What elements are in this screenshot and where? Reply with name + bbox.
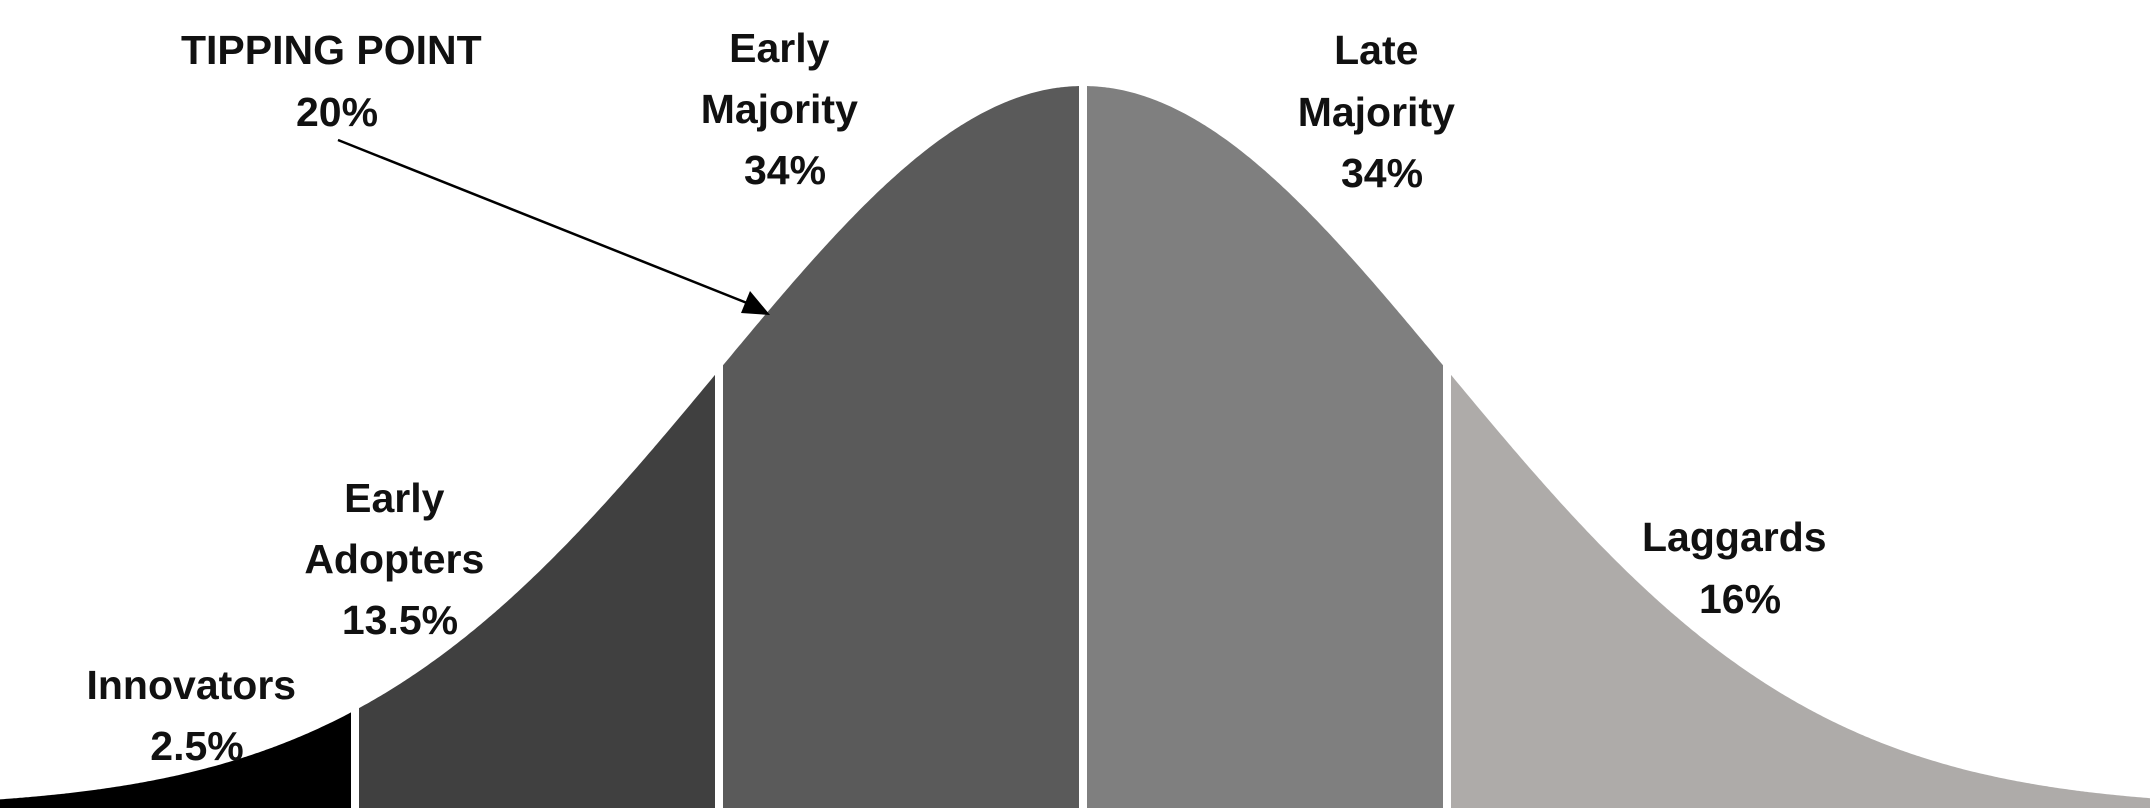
laggards-label: Laggards 16% bbox=[1642, 514, 1838, 622]
innovators-segment bbox=[0, 710, 355, 808]
late-majority-segment bbox=[1083, 86, 1447, 808]
late-majority-label: Late Majority 34% bbox=[1298, 27, 1467, 196]
early-majority-label: Early Majority 34% bbox=[701, 25, 870, 193]
tipping-point-label: TIPPING POINT 20% bbox=[181, 27, 493, 135]
innovators-label: Innovators 2.5% bbox=[87, 662, 308, 769]
tipping-point-arrow-line bbox=[337, 138, 753, 307]
curve-segments bbox=[0, 86, 2150, 808]
laggards-segment bbox=[1447, 370, 2150, 808]
early-majority-segment bbox=[719, 86, 1083, 808]
tipping-point-arrowhead bbox=[741, 291, 770, 315]
early-adopters-label: Early Adopters 13.5% bbox=[304, 475, 495, 643]
early-adopters-segment bbox=[355, 370, 719, 808]
segment-dividers bbox=[351, 80, 1451, 811]
